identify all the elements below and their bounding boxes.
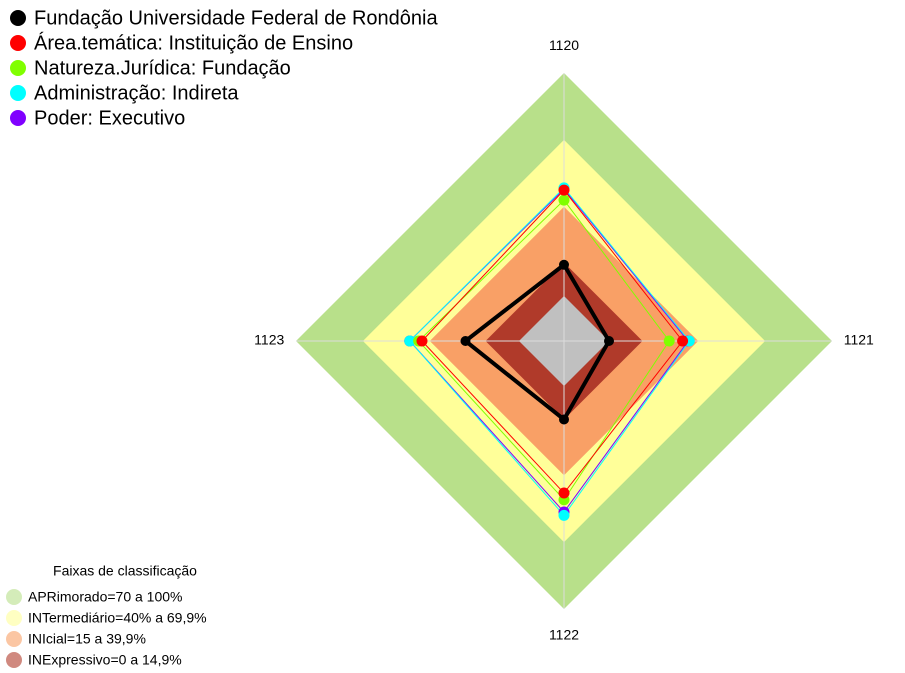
band-legend-label: APRimorado=70 a 100% [28,589,183,605]
point [677,335,689,347]
point [460,336,471,346]
band-legend-marker [6,610,22,626]
band-legend-label: INTermediário=40% a 69,9% [28,610,207,626]
legend-marker [10,35,26,51]
legend-marker [10,85,26,101]
axis-label: 1123 [254,332,284,348]
band-legend-marker [6,652,22,668]
point [404,335,416,347]
point [559,259,569,270]
legend-label: Poder: Executivo [34,107,185,129]
band-legend-marker [6,589,22,605]
point [558,509,570,521]
legend-label: Fundação Universidade Federal de Rondôni… [34,7,438,29]
point [559,414,569,425]
band-legend-title: Faixas de classificação [53,563,197,579]
point [604,336,614,346]
axis-label: 1121 [844,332,874,348]
point [663,335,675,347]
point [558,184,570,196]
legend-label: Área.temática: Instituição de Ensino [34,31,353,54]
legend-marker [10,10,26,26]
band-legend-marker [6,631,22,647]
band-legend-label: INIcial=15 a 39,9% [28,631,146,647]
legend-marker [10,110,26,126]
axis-label: 1120 [549,37,579,53]
band-legend-label: INExpressivo=0 a 14,9% [28,652,182,668]
point [558,487,570,499]
legend-label: Administração: Indireta [34,82,239,104]
point [416,335,428,347]
axis-label: 1122 [549,626,579,642]
legend-label: Natureza.Jurídica: Fundação [34,57,291,79]
point [558,194,570,206]
legend-marker [10,60,26,76]
